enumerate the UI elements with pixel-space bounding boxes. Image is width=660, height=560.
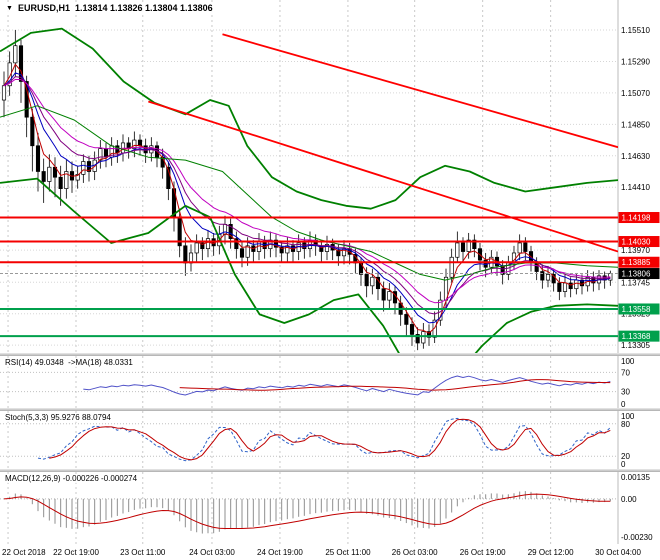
rsi-line <box>83 375 611 396</box>
svg-text:0.00: 0.00 <box>621 495 637 504</box>
time-axis-canvas[interactable]: 22 Oct 2018 22 Oct 19:00 23 Oct 11:00 24 Oc… <box>0 544 660 560</box>
svg-text:0: 0 <box>621 460 626 469</box>
rsi-guides <box>0 371 618 393</box>
trendlines <box>148 33 618 253</box>
svg-text:1.15510: 1.15510 <box>621 26 650 35</box>
chart-title: ▼ EURUSD,H1 1.13814 1.13826 1.13804 1.13… <box>4 3 215 13</box>
svg-text:80: 80 <box>621 420 630 429</box>
svg-text:-0.00230: -0.00230 <box>621 533 653 542</box>
time-axis-label: 26 Oct 03:00 <box>392 548 438 557</box>
svg-text:100: 100 <box>621 412 635 421</box>
main-chart-panel: 1.15510 1.15290 1.15070 1.14850 1.14630 1.144… <box>0 0 660 353</box>
macd-canvas[interactable]: 0.00135 0.00 -0.00230 <box>0 472 660 544</box>
time-axis-label: 22 Oct 19:00 <box>53 548 99 557</box>
svg-text:20: 20 <box>621 452 630 461</box>
stoch-k-line <box>37 417 611 462</box>
rsi-axis-labels: 100 70 30 0 <box>621 357 635 408</box>
svg-text:1.14410: 1.14410 <box>621 183 650 192</box>
rsi-canvas[interactable]: 100 70 30 0 <box>0 356 660 408</box>
macd-signal-line <box>3 493 611 529</box>
svg-text:1.13368: 1.13368 <box>622 332 651 341</box>
svg-text:100: 100 <box>621 357 635 366</box>
symbol-dropdown-icon[interactable]: ▼ <box>6 4 13 12</box>
macd-label: MACD(12,26,9) -0.000226 -0.000274 <box>4 474 139 483</box>
svg-text:1.13305: 1.13305 <box>621 341 650 350</box>
time-axis-panel[interactable]: 22 Oct 2018 22 Oct 19:00 23 Oct 11:00 24 Oc… <box>0 544 660 560</box>
time-axis-label: 24 Oct 19:00 <box>257 548 303 557</box>
time-axis-label: 23 Oct 11:00 <box>120 548 166 557</box>
time-axis-label: 30 Oct 04:00 <box>595 548 641 557</box>
svg-text:1.14850: 1.14850 <box>621 120 650 129</box>
time-axis-label: 29 Oct 12:00 <box>528 548 574 557</box>
svg-text:1.13558: 1.13558 <box>622 305 651 314</box>
price-chart-canvas[interactable]: 1.15510 1.15290 1.15070 1.14850 1.14630 1.144… <box>0 0 660 353</box>
time-axis-label: 22 Oct 2018 <box>2 548 46 557</box>
ohlc-values: 1.13814 1.13826 1.13804 1.13806 <box>74 3 213 13</box>
svg-text:0: 0 <box>621 400 626 408</box>
time-axis-label: 25 Oct 11:00 <box>325 548 371 557</box>
ema-lines <box>3 63 611 334</box>
panel-splitter[interactable] <box>0 408 660 411</box>
svg-text:70: 70 <box>621 368 630 377</box>
stochastic-panel: 100 80 20 0 Stoch(5,3,3) 95.9276 88.0794 <box>0 411 660 469</box>
time-axis-labels: 22 Oct 2018 22 Oct 19:00 23 Oct 11:00 24 Oc… <box>2 548 641 557</box>
symbol-period-label: EURUSD,H1 <box>17 3 70 13</box>
bollinger-bands <box>0 27 618 353</box>
stoch-guides <box>0 423 618 457</box>
macd-histogram <box>9 491 611 534</box>
macd-panel: 0.00135 0.00 -0.00230 MACD(12,26,9) -0.000… <box>0 472 660 544</box>
svg-text:1.13885: 1.13885 <box>622 258 651 267</box>
svg-text:1.14198: 1.14198 <box>622 214 651 223</box>
macd-axis-labels: 0.00135 0.00 -0.00230 <box>621 473 653 542</box>
svg-text:1.14030: 1.14030 <box>622 238 651 247</box>
rsi-ma-line <box>179 379 611 391</box>
rsi-label: RSI(14) 49.0348 ->MA(18) 48.0331 <box>4 358 134 367</box>
price-gridlines <box>0 29 618 346</box>
rsi-panel: 100 70 30 0 RSI(14) 49.0348 ->MA(18) 48.033… <box>0 356 660 408</box>
time-axis-label: 24 Oct 03:00 <box>189 548 235 557</box>
svg-text:1.13970: 1.13970 <box>621 246 650 255</box>
stoch-d-line <box>49 418 611 461</box>
svg-text:0.00135: 0.00135 <box>621 473 650 482</box>
svg-text:1.13806: 1.13806 <box>622 270 651 279</box>
price-axis-badges: 1.14198 1.14030 1.13885 1.13558 1.13368 1.138… <box>618 212 660 342</box>
svg-text:1.13745: 1.13745 <box>621 278 650 287</box>
panel-splitter[interactable] <box>0 353 660 356</box>
level-lines <box>0 216 618 338</box>
svg-text:1.15290: 1.15290 <box>621 57 650 66</box>
svg-text:1.14630: 1.14630 <box>621 152 650 161</box>
svg-text:1.15070: 1.15070 <box>621 89 650 98</box>
time-gridlines <box>7 0 619 353</box>
stochastic-label: Stoch(5,3,3) 95.9276 88.0794 <box>4 413 112 422</box>
price-axis-labels: 1.15510 1.15290 1.15070 1.14850 1.14630 1.144… <box>621 26 650 350</box>
time-axis-label: 26 Oct 19:00 <box>460 548 506 557</box>
panel-splitter[interactable] <box>0 469 660 472</box>
svg-text:30: 30 <box>621 388 630 397</box>
